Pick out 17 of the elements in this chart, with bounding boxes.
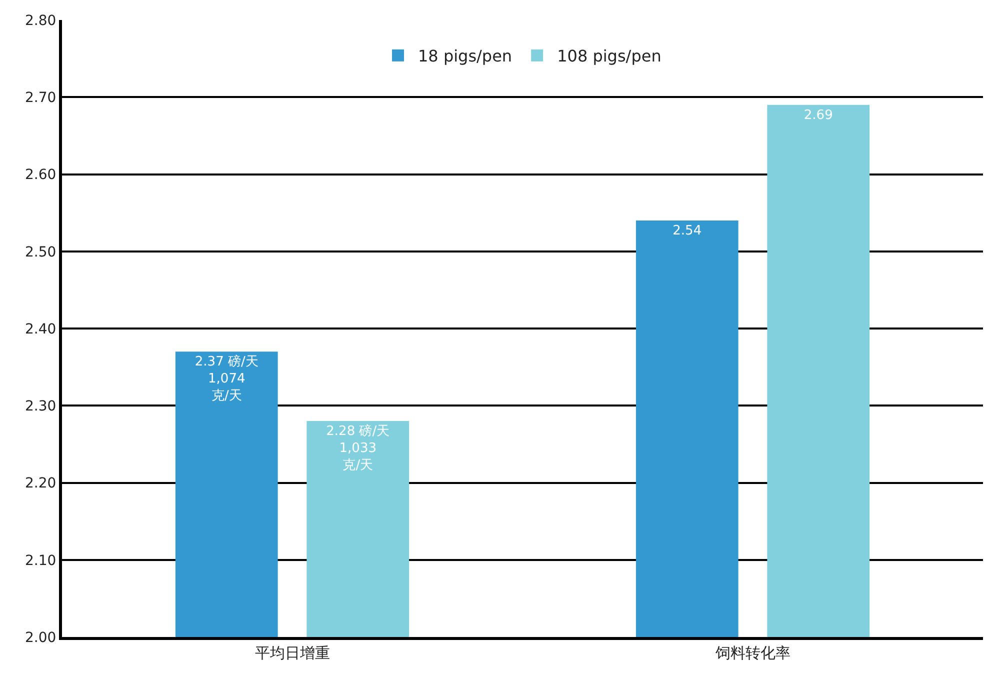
y-tick-label: 2.70 bbox=[25, 90, 56, 106]
y-tick-label: 2.60 bbox=[25, 167, 56, 184]
data-label: 2.69 bbox=[804, 108, 833, 123]
y-tick-label: 2.50 bbox=[25, 244, 56, 260]
legend-label: 108 pigs/pen bbox=[557, 46, 662, 66]
y-tick-label: 2.00 bbox=[25, 630, 56, 646]
data-label: 2.54 bbox=[672, 224, 702, 239]
y-tick-label: 2.80 bbox=[25, 12, 56, 29]
y-tick-label: 2.20 bbox=[25, 476, 56, 492]
data-label: 2.37 磅/天 1,074 克/天 bbox=[194, 354, 258, 404]
y-tick-label: 2.30 bbox=[25, 398, 56, 415]
y-tick-label: 2.10 bbox=[25, 552, 56, 569]
data-label: 2.28 磅/天 1,033 克/天 bbox=[326, 424, 390, 473]
x-tick-label: 饲料转化率 bbox=[714, 644, 790, 662]
x-tick-label: 平均日增重 bbox=[254, 644, 330, 662]
legend-label: 18 pigs/pen bbox=[418, 46, 512, 66]
y-tick-label: 2.40 bbox=[25, 321, 56, 338]
